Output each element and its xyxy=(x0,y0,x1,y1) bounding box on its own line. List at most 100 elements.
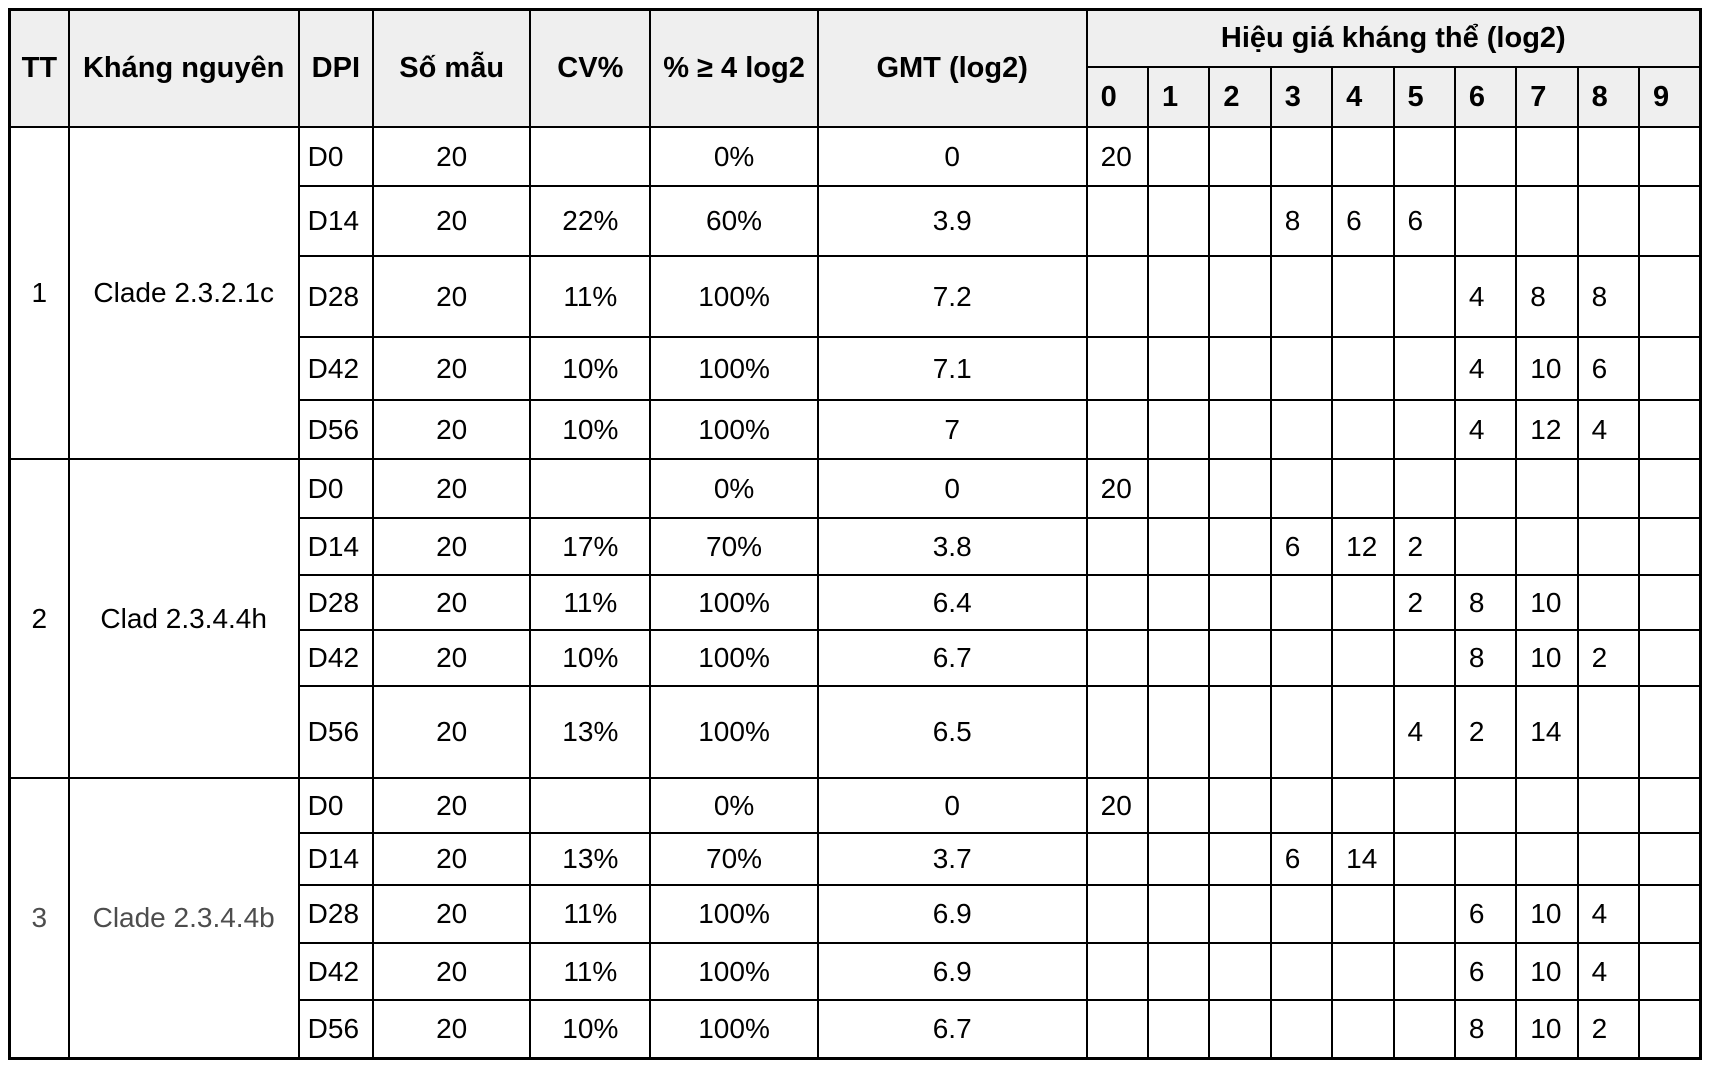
titer-cell-3: 6 xyxy=(1269,517,1334,576)
titer-cell-9 xyxy=(1638,832,1702,886)
titer-cell-4: 6 xyxy=(1331,185,1395,257)
table-row: D42 20 10% 100% 7.1 4 10 6 xyxy=(10,336,1702,401)
titer-cell-3 xyxy=(1269,629,1334,687)
col-header-gmt: GMT (log2) xyxy=(816,8,1088,128)
titer-cell-8: 4 xyxy=(1576,399,1641,460)
titer-cell-8 xyxy=(1576,126,1641,187)
titer-cell-7 xyxy=(1515,517,1579,576)
titer-cell-8 xyxy=(1576,185,1641,257)
samples-cell: 20 xyxy=(372,185,532,257)
pct4log2-cell: 100% xyxy=(649,629,819,687)
titer-cell-5 xyxy=(1392,777,1456,834)
titer-cell-5 xyxy=(1392,884,1456,944)
titer-cell-2 xyxy=(1208,517,1272,576)
titer-cell-5: 2 xyxy=(1392,517,1456,576)
cv-cell: 11% xyxy=(529,574,652,631)
cv-cell xyxy=(529,777,652,834)
gmt-cell: 6.7 xyxy=(816,629,1088,687)
titer-cell-1 xyxy=(1146,399,1211,460)
gmt-cell: 6.7 xyxy=(816,999,1088,1059)
titer-cell-9 xyxy=(1638,255,1702,338)
col-header-titer-1: 1 xyxy=(1146,66,1211,128)
col-header-titer-5: 5 xyxy=(1392,66,1456,128)
titer-cell-0: 20 xyxy=(1085,126,1150,187)
dpi-cell: D0 xyxy=(297,126,375,187)
titer-cell-5 xyxy=(1392,458,1456,519)
titer-cell-9 xyxy=(1638,517,1702,576)
titer-cell-7: 10 xyxy=(1515,884,1579,944)
titer-cell-4: 14 xyxy=(1331,832,1395,886)
titer-cell-3 xyxy=(1269,255,1334,338)
titer-cell-1 xyxy=(1146,942,1211,1001)
titer-cell-2 xyxy=(1208,777,1272,834)
pct4log2-cell: 100% xyxy=(649,255,819,338)
pct4log2-cell: 100% xyxy=(649,884,819,944)
table-row: 1 Clade 2.3.2.1c D0 20 0% 0 20 xyxy=(8,126,1702,460)
pct4log2-cell: 60% xyxy=(649,185,819,257)
titer-cell-5 xyxy=(1392,629,1456,687)
titer-cell-2 xyxy=(1208,942,1272,1001)
titer-cell-9 xyxy=(1638,126,1702,187)
dpi-cell: D56 xyxy=(297,999,375,1059)
titer-cell-1 xyxy=(1146,832,1211,886)
titer-cell-6 xyxy=(1453,126,1518,187)
table-row: D14 20 22% 60% 3.9 8 6 6 xyxy=(10,185,1702,257)
titer-cell-2 xyxy=(1208,255,1272,338)
col-header-titer-3: 3 xyxy=(1269,66,1334,128)
titer-cell-9 xyxy=(1638,185,1702,257)
titer-cell-3 xyxy=(1269,574,1334,631)
pct4log2-cell: 0% xyxy=(649,777,819,834)
antigen-cell: Clade 2.3.2.1c xyxy=(67,126,300,460)
samples-cell: 20 xyxy=(372,685,532,779)
titer-cell-2 xyxy=(1208,999,1272,1059)
table-row: D28 20 11% 100% 6.9 6 10 4 xyxy=(10,884,1702,944)
titer-cell-3 xyxy=(1269,458,1334,519)
samples-cell: 20 xyxy=(372,458,532,519)
titer-cell-4 xyxy=(1331,574,1395,631)
titer-cell-0 xyxy=(1085,942,1150,1001)
titer-cell-9 xyxy=(1638,777,1702,834)
titer-cell-0: 20 xyxy=(1085,458,1150,519)
titer-cell-0 xyxy=(1085,832,1150,886)
col-header-cv: CV% xyxy=(529,8,652,128)
titer-cell-3: 8 xyxy=(1269,185,1334,257)
titer-cell-4 xyxy=(1331,884,1395,944)
titer-cell-6 xyxy=(1453,517,1518,576)
titer-cell-7: 10 xyxy=(1515,336,1579,401)
titer-cell-9 xyxy=(1638,999,1702,1059)
titer-cell-5: 6 xyxy=(1392,185,1456,257)
group-index-cell: 3 xyxy=(8,777,70,1059)
titer-cell-3 xyxy=(1269,884,1334,944)
gmt-cell: 0 xyxy=(816,458,1088,519)
titer-cell-5 xyxy=(1392,942,1456,1001)
gmt-cell: 3.9 xyxy=(816,185,1088,257)
titer-cell-7: 12 xyxy=(1515,399,1579,460)
titer-cell-4 xyxy=(1331,458,1395,519)
titer-cell-3 xyxy=(1269,999,1334,1059)
titer-cell-8: 8 xyxy=(1576,255,1641,338)
titer-cell-0 xyxy=(1085,336,1150,401)
titer-cell-6: 4 xyxy=(1453,336,1518,401)
col-header-titer-9: 9 xyxy=(1638,66,1702,128)
titer-cell-7: 8 xyxy=(1515,255,1579,338)
titer-cell-5 xyxy=(1392,126,1456,187)
titer-cell-0 xyxy=(1085,629,1150,687)
table-row: D56 20 13% 100% 6.5 4 2 14 xyxy=(10,685,1702,779)
pct4log2-cell: 100% xyxy=(649,942,819,1001)
titer-cell-3 xyxy=(1269,126,1334,187)
table-row: D56 20 10% 100% 6.7 8 10 2 xyxy=(10,999,1702,1059)
titer-cell-6 xyxy=(1453,832,1518,886)
titer-cell-4 xyxy=(1331,999,1395,1059)
group-index-cell: 2 xyxy=(8,458,70,779)
titer-cell-8 xyxy=(1576,458,1641,519)
table-row: D42 20 10% 100% 6.7 8 10 2 xyxy=(10,629,1702,687)
group-index-cell: 1 xyxy=(8,126,70,460)
titer-cell-9 xyxy=(1638,399,1702,460)
titer-cell-4 xyxy=(1331,126,1395,187)
pct4log2-cell: 100% xyxy=(649,685,819,779)
samples-cell: 20 xyxy=(372,999,532,1059)
table-row: D14 20 13% 70% 3.7 6 14 xyxy=(10,832,1702,886)
titer-cell-7: 10 xyxy=(1515,629,1579,687)
dpi-cell: D28 xyxy=(297,574,375,631)
gmt-cell: 3.7 xyxy=(816,832,1088,886)
